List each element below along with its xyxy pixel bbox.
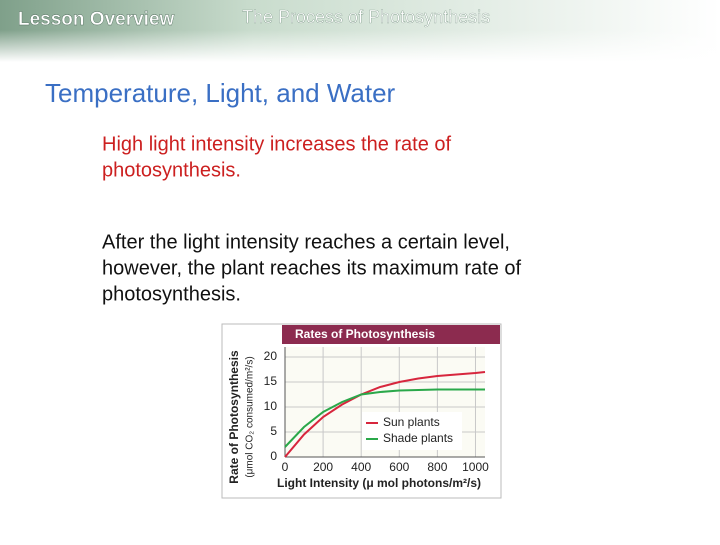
x-tick-label: 1000 (462, 460, 489, 474)
legend-label: Sun plants (383, 415, 440, 429)
x-tick-label: 800 (427, 460, 447, 474)
y-axis-label: Rate of Photosynthesis (227, 350, 241, 484)
series-line (284, 388, 485, 448)
x-tick-label: 600 (389, 460, 409, 474)
chart-title-bar (282, 325, 500, 344)
y-tick-label: 10 (264, 399, 278, 413)
y-tick-label: 20 (264, 349, 278, 363)
paragraph-line: however, the plant reaches its maximum r… (102, 257, 522, 279)
y-tick-label: 15 (264, 374, 278, 388)
x-tick-label: 0 (282, 460, 289, 474)
paragraph-line: photosynthesis. (102, 159, 241, 181)
x-tick-label: 200 (313, 460, 333, 474)
series-line (284, 371, 486, 458)
chart-title: Rates of Photosynthesis (295, 327, 435, 341)
paragraph-line: After the light intensity reaches a cert… (102, 231, 510, 253)
header-title: The Process of Photosynthesis (242, 7, 490, 27)
x-tick-label: 400 (351, 460, 371, 474)
x-axis-label: Light Intensity (μ mol photons/m²/s) (277, 476, 481, 490)
y-tick-label: 0 (270, 449, 277, 463)
paragraph-line: High light intensity increases the rate … (102, 133, 452, 155)
section-label: Lesson Overview (18, 9, 175, 30)
legend-label: Shade plants (383, 431, 453, 445)
legend-box (362, 412, 462, 450)
body-text: High light intensity increases the rate … (102, 133, 522, 305)
y-tick-label: 5 (270, 424, 277, 438)
header-fade (0, 30, 720, 62)
paragraph-line: photosynthesis. (102, 283, 241, 305)
y-axis-label: (μmol CO₂ consumed/m²/s) (245, 356, 256, 477)
slide-heading: Temperature, Light, and Water (45, 78, 396, 108)
